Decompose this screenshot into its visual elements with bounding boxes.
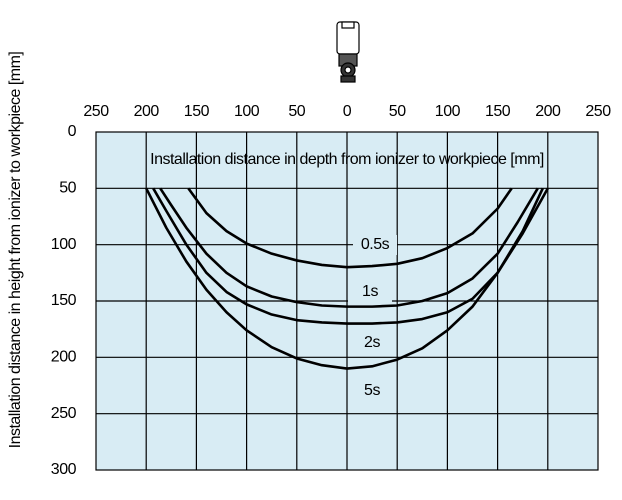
x-tick-label: 250 — [585, 103, 611, 120]
curve-label-bg — [350, 381, 394, 401]
x-tick-label: 150 — [485, 103, 511, 120]
y-tick-label: 50 — [59, 180, 76, 197]
curve-label: 2s — [364, 334, 380, 351]
x-tick-label: 100 — [234, 103, 260, 120]
curve — [145, 187, 549, 370]
y-tick-label: 200 — [51, 349, 77, 366]
x-tick-label: 50 — [389, 103, 406, 120]
x-tick-label: 250 — [83, 103, 109, 120]
y-tick-label: 300 — [51, 461, 77, 478]
curve-label-bg — [348, 282, 392, 302]
x-tick-label: 50 — [288, 103, 305, 120]
curve-label-bg — [350, 333, 394, 353]
x-tick-label: 200 — [134, 103, 160, 120]
y-tick-label: 100 — [51, 236, 77, 253]
ionizer-icon — [336, 21, 360, 83]
y-tick-label: 0 — [68, 123, 77, 140]
x-tick-label: 200 — [535, 103, 561, 120]
x-tick-label: 0 — [343, 103, 352, 120]
curve — [159, 187, 539, 308]
y-tick-label: 250 — [51, 405, 77, 422]
x-tick-label: 150 — [184, 103, 210, 120]
x-tick-label: 100 — [435, 103, 461, 120]
curve-label: 0.5s — [361, 236, 390, 253]
curve-label: 1s — [362, 283, 378, 300]
curve — [187, 187, 513, 269]
curve-label: 5s — [364, 382, 380, 399]
curve — [152, 187, 544, 325]
y-axis-label: Installation distance in height from ion… — [7, 52, 24, 449]
y-tick-label: 150 — [51, 292, 77, 309]
curve-label-bg — [353, 235, 397, 255]
